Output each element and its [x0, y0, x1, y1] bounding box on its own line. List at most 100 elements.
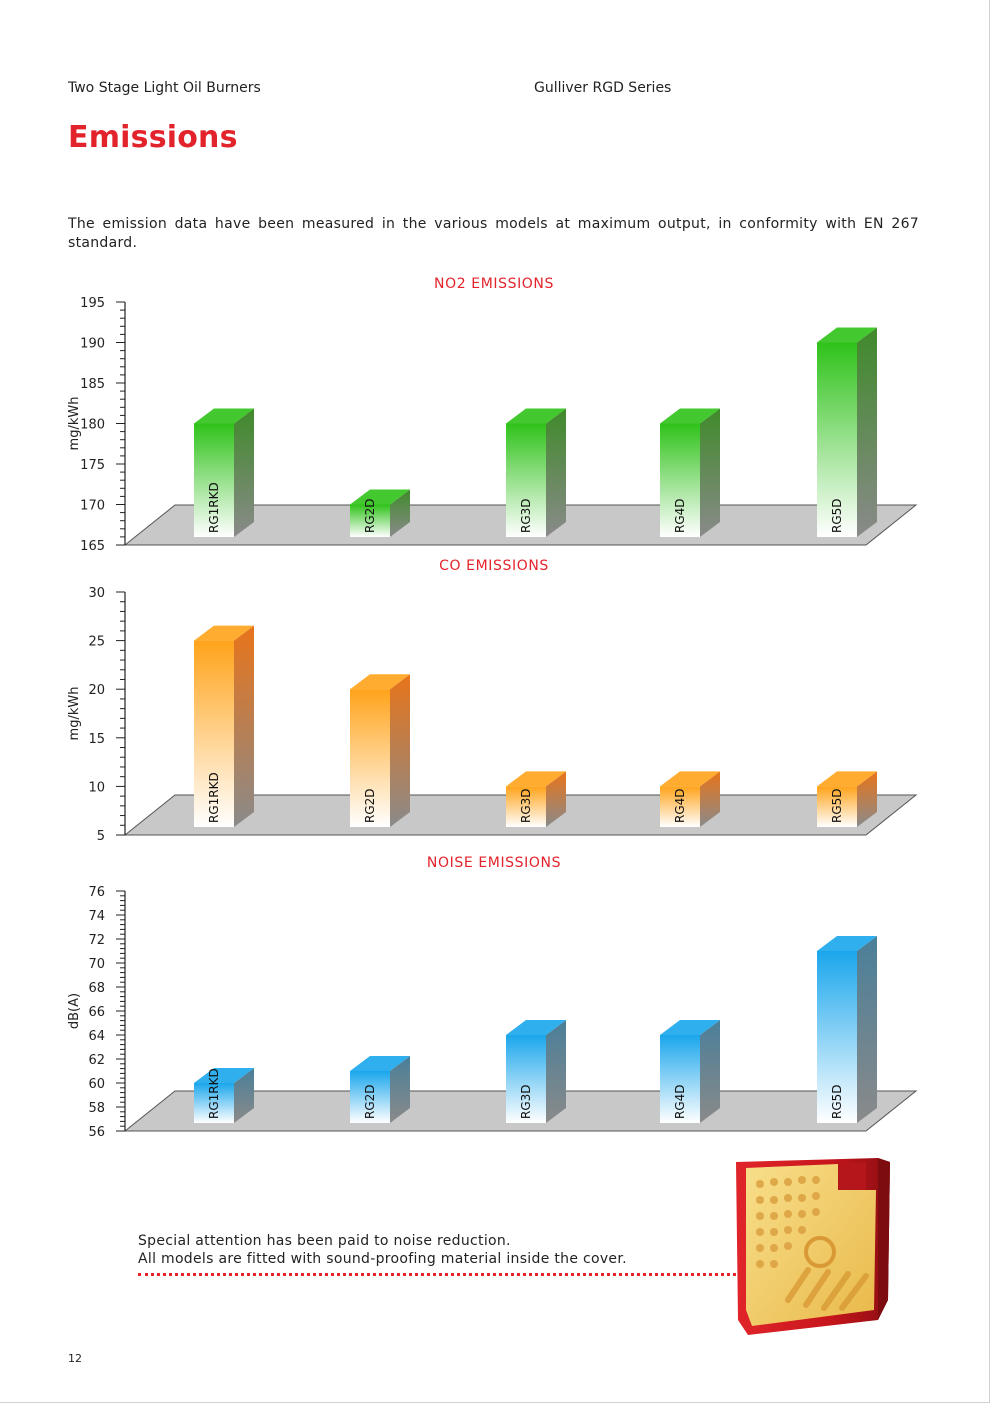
y-tick-label: 5: [97, 829, 105, 844]
bar-label: RG1RKD: [207, 482, 221, 533]
bar-front: [660, 1035, 700, 1123]
bar-front: [194, 1083, 234, 1123]
bar-front: [506, 1035, 546, 1123]
bar-top: [660, 771, 720, 787]
bar-RG3D: RG3D: [506, 1020, 566, 1123]
bar-front: [506, 423, 546, 537]
y-tick-label: 76: [88, 885, 105, 900]
bar-RG3D: RG3D: [506, 771, 566, 827]
bar-RG5D: RG5D: [817, 936, 877, 1123]
bar-side: [857, 327, 877, 537]
y-tick-label: 58: [88, 1101, 105, 1116]
bar-label: RG3D: [519, 788, 533, 823]
y-tick-label: 70: [88, 957, 105, 972]
intro-text: The emission data have been measured in …: [68, 216, 919, 251]
bar-top: [194, 625, 254, 641]
y-tick-label: 68: [88, 981, 105, 996]
bar-RG1RKD: RG1RKD: [194, 625, 254, 827]
bar-front: [660, 786, 700, 827]
noise-note-line-2: All models are fitted with sound-proofin…: [138, 1251, 627, 1267]
page-number: 12: [68, 1352, 82, 1365]
noise-note-line-1: Special attention has been paid to noise…: [138, 1233, 511, 1249]
bar-top: [350, 489, 410, 505]
bar-label: RG4D: [673, 498, 687, 533]
bar-top: [350, 1056, 410, 1071]
bar-label: RG2D: [363, 1084, 377, 1119]
bar-front: [350, 504, 390, 537]
y-axis-title: mg/kWh: [67, 397, 82, 451]
chart-title: CO EMISSIONS: [439, 558, 549, 574]
bar-label: RG5D: [830, 788, 844, 823]
bar-label: RG3D: [519, 1084, 533, 1119]
y-tick-label: 185: [80, 377, 105, 392]
soundproof-cover-icon: [728, 1150, 898, 1340]
bar-side: [857, 771, 877, 827]
bar-front: [817, 786, 857, 827]
bar-top: [506, 1020, 566, 1035]
y-tick-label: 66: [88, 1005, 105, 1020]
y-tick-label: 180: [80, 418, 105, 433]
bar-side: [857, 936, 877, 1123]
bar-label: RG2D: [363, 498, 377, 533]
leader-dotted-line: [138, 1273, 814, 1276]
bar-label: RG1RKD: [207, 772, 221, 823]
bar-label: RG2D: [363, 788, 377, 823]
bar-RG3D: RG3D: [506, 408, 566, 537]
bar-side: [234, 625, 254, 827]
bar-side: [546, 408, 566, 537]
bar-side: [546, 1020, 566, 1123]
y-tick-label: 20: [88, 683, 105, 698]
bar-side: [700, 771, 720, 827]
bar-RG4D: RG4D: [660, 408, 720, 537]
y-tick-label: 56: [88, 1125, 105, 1140]
bar-RG1RKD: RG1RKD: [194, 408, 254, 537]
bar-RG5D: RG5D: [817, 327, 877, 537]
bar-top: [660, 1020, 720, 1035]
bar-side: [700, 408, 720, 537]
bar-top: [350, 674, 410, 690]
bar-side: [234, 1068, 254, 1123]
bar-front: [817, 951, 857, 1123]
y-tick-label: 165: [80, 539, 105, 554]
bar-side: [546, 771, 566, 827]
bar-side: [700, 1020, 720, 1123]
y-tick-label: 72: [88, 933, 105, 948]
page-title: Emissions: [68, 120, 238, 155]
chart-title: NO2 EMISSIONS: [434, 276, 554, 292]
y-tick-label: 190: [80, 337, 105, 352]
bar-top: [817, 327, 877, 343]
bar-front: [194, 640, 234, 827]
y-tick-label: 175: [80, 458, 105, 473]
bar-top: [506, 408, 566, 424]
bar-RG4D: RG4D: [660, 1020, 720, 1123]
y-axis-title: mg/kWh: [67, 687, 82, 741]
bar-top: [194, 1068, 254, 1083]
bar-top: [506, 771, 566, 787]
bar-RG5D: RG5D: [817, 771, 877, 827]
chart-title: NOISE EMISSIONS: [427, 855, 561, 871]
bar-RG1RKD: RG1RKD: [194, 1068, 254, 1123]
bar-RG2D: RG2D: [350, 674, 410, 827]
y-tick-label: 10: [88, 780, 105, 795]
no2-emissions-chart: NO2 EMISSIONS 165 170 175 180 185 190 195 mg/kWh…: [67, 276, 918, 554]
y-tick-label: 64: [88, 1029, 105, 1044]
bar-label: RG1RKD: [207, 1068, 221, 1119]
noise-emissions-chart: NOISE EMISSIONS 56 58 60 62 64 66 68 70 72 74 76 dB(…: [67, 855, 918, 1140]
y-tick-label: 74: [88, 909, 105, 924]
y-tick-label: 15: [88, 732, 105, 747]
bar-front: [350, 1071, 390, 1123]
bar-top: [817, 771, 877, 787]
y-tick-label: 170: [80, 499, 105, 514]
bar-front: [506, 786, 546, 827]
bar-front: [660, 423, 700, 537]
bar-side: [390, 674, 410, 827]
bar-side: [234, 408, 254, 537]
bar-label: RG3D: [519, 498, 533, 533]
bar-label: RG4D: [673, 788, 687, 823]
y-tick-label: 62: [88, 1053, 105, 1068]
bar-label: RG5D: [830, 498, 844, 533]
noise-note: Special attention has been paid to noise…: [138, 1232, 627, 1268]
y-tick-label: 60: [88, 1077, 105, 1092]
y-tick-label: 195: [80, 296, 105, 311]
y-tick-label: 30: [88, 586, 105, 601]
